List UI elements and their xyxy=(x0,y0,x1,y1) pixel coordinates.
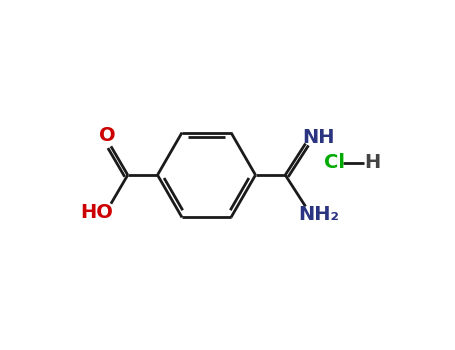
Text: NH₂: NH₂ xyxy=(298,205,339,224)
Text: HO: HO xyxy=(80,203,113,222)
Text: H: H xyxy=(364,153,380,172)
Text: O: O xyxy=(99,126,116,145)
Text: Cl: Cl xyxy=(324,153,345,172)
Text: NH: NH xyxy=(303,128,335,147)
